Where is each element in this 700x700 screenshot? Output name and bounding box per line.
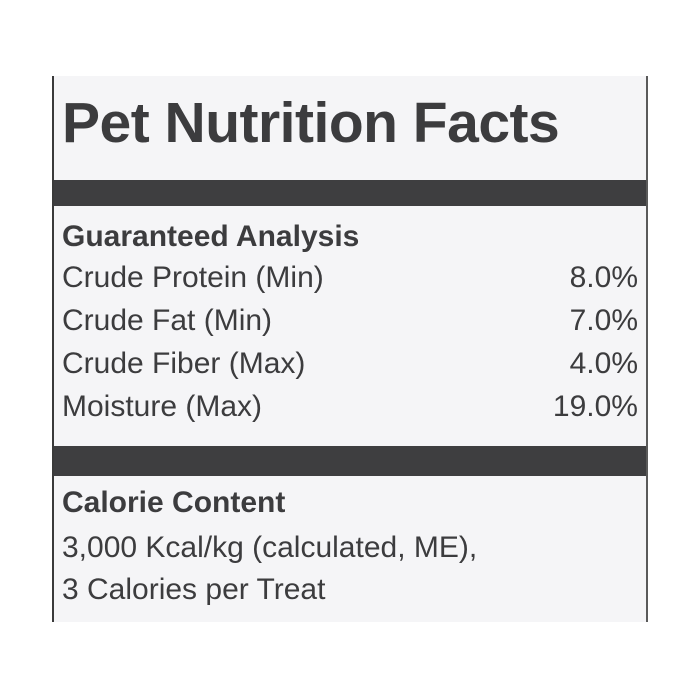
row-label: Crude Fat (Min) (62, 304, 273, 337)
calorie-line: 3 Calories per Treat (62, 573, 326, 606)
analysis-row: Crude Fat (Min) 7.0% (62, 304, 638, 338)
label-panel: Pet Nutrition Facts Guaranteed Analysis … (52, 76, 648, 622)
row-label: Moisture (Max) (62, 390, 263, 423)
row-value: 19.0% (552, 390, 638, 423)
title: Pet Nutrition Facts (62, 91, 560, 155)
divider-bar (54, 180, 646, 206)
row-label: Crude Fiber (Max) (62, 347, 306, 380)
analysis-row: Crude Protein (Min) 8.0% (62, 261, 638, 295)
analysis-row: Moisture (Max) 19.0% (62, 390, 638, 424)
section-heading: Calorie Content (62, 486, 286, 519)
row-label: Crude Protein (Min) (62, 261, 324, 294)
analysis-row: Crude Fiber (Max) 4.0% (62, 347, 638, 381)
row-value: 4.0% (569, 347, 638, 380)
row-value: 8.0% (569, 261, 638, 294)
row-value: 7.0% (569, 304, 638, 337)
divider-bar (54, 446, 646, 476)
calorie-line: 3,000 Kcal/kg (calculated, ME), (62, 531, 478, 564)
section-heading: Guaranteed Analysis (62, 220, 360, 253)
